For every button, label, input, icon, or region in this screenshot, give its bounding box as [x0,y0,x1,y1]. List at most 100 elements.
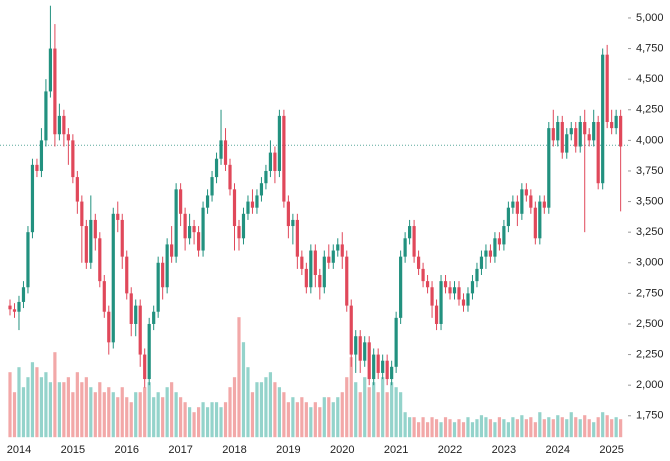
volume-bar [205,407,210,438]
volume-bar [372,382,376,438]
volume-bar [183,402,187,438]
candle-body [461,299,466,306]
candle-body [26,232,30,288]
y-tick-label: 3,750 [636,165,664,177]
candle-body [336,244,340,251]
volume-bar [529,417,533,438]
candle-body [614,115,618,129]
candle-body [111,213,115,343]
volume-bar [619,419,623,438]
candle-body [156,262,160,312]
candle-body [533,207,537,239]
candle-body [569,128,573,135]
candle-body [250,201,255,208]
candle-body [48,48,53,92]
candle-body [493,238,497,257]
candle-body [80,201,84,227]
volume-bar [470,422,475,438]
volume-bar [322,397,326,438]
candle-body [116,213,120,220]
candle-body [578,122,582,147]
volume-bar [461,422,466,438]
candle-body [152,311,156,324]
candle-body [488,250,493,257]
candle-body [318,275,322,288]
volume-bar [497,417,502,438]
volume-bar [367,387,371,438]
candle-body [282,115,286,202]
volume-bar [354,382,358,438]
candle-body [174,189,178,257]
volume-bar [448,419,452,438]
volume-bar [524,419,528,438]
volume-bar [223,402,228,438]
candle-body [345,256,349,306]
x-tick-label: 2024 [546,444,570,456]
volume-bar [610,419,614,438]
volume-bar [475,419,479,438]
candle-body [201,207,205,251]
volume-bar [340,392,344,438]
x-tick-label: 2022 [438,444,462,456]
volume-bar [165,387,169,438]
volume-bar [170,382,174,438]
candle-body [470,281,475,294]
volume-bar [488,419,493,438]
candle-body [313,250,317,276]
candle-body [475,268,479,282]
volume-bar [430,417,434,438]
volume-bar [179,397,183,438]
volume-bar [53,352,57,438]
candle-body [331,250,335,263]
candle-body [295,219,299,257]
x-tick-label: 2023 [492,444,516,456]
y-tick-label: 1,750 [636,410,664,422]
candle-body [291,219,295,227]
candle-body [223,140,228,165]
candle-body [610,122,614,129]
candle-body [286,201,290,227]
volume-bar [48,382,53,438]
candle-body [66,134,70,141]
candle-body [556,122,560,141]
y-tick-label: 2,250 [636,348,664,360]
volume-bar [120,387,124,438]
candle-body [479,256,484,269]
volume-bar [439,422,443,438]
candle-body [358,336,362,361]
volume-bar [134,392,138,438]
volume-bar [515,419,519,438]
volume-bar [425,422,430,438]
candle-body [17,301,21,312]
candle-body [309,250,313,288]
candle-body [232,189,237,227]
candle-body [205,195,210,208]
candle-body [259,183,264,196]
candle-body [403,238,407,257]
candle-body [219,140,223,159]
volume-bar [232,377,237,438]
candle-body [138,305,142,355]
candle-body [165,244,169,288]
candle-body [376,354,380,373]
volume-bar [434,419,439,438]
candle-body [574,128,578,147]
candle-body [605,54,609,123]
volume-bar [21,387,26,438]
candle-body [354,336,358,355]
volume-bar [358,392,362,438]
volume-bar [102,392,106,438]
volume-bar [399,392,403,438]
candle-body [592,122,596,141]
candle-body [228,164,232,190]
volume-bar [452,422,457,438]
volume-bar [246,367,250,438]
volume-bar [237,317,241,438]
candle-body [12,309,17,312]
volume-bar [57,382,61,438]
candle-body [30,164,35,233]
volume-bar [214,402,219,438]
volume-bar [26,377,30,438]
volume-bar [17,367,21,438]
